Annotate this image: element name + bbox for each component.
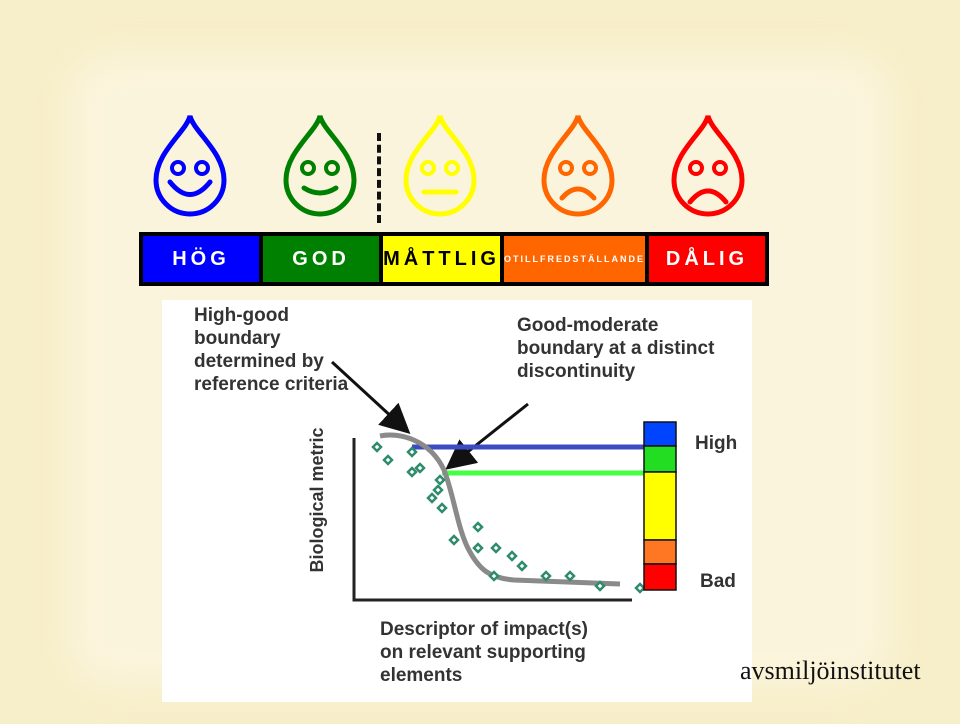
good-moderate-divider <box>377 133 381 223</box>
data-point <box>426 492 438 504</box>
scale-high: HÖG <box>143 236 260 282</box>
x-axis-label: Descriptor of impact(s) on relevant supp… <box>380 619 588 686</box>
data-point <box>434 474 446 486</box>
red-sad-drop-icon <box>671 115 745 217</box>
good-moderate-boundary-label: Good-moderate boundary at a distinct dis… <box>517 315 715 382</box>
data-point <box>436 502 448 514</box>
data-point <box>406 446 418 458</box>
data-point <box>516 560 528 572</box>
boundary-diagram: High-good boundary determined by referen… <box>162 300 752 702</box>
blue-happy-drop-icon <box>153 115 227 217</box>
high-good-boundary-label: High-good boundary determined by referen… <box>194 305 349 395</box>
good-moderate-arrow <box>445 402 529 470</box>
class-band <box>643 563 677 591</box>
y-axis-label: Biological metric <box>307 427 327 573</box>
data-point <box>472 542 484 554</box>
data-point <box>634 582 646 594</box>
class-band <box>643 539 677 565</box>
data-point <box>488 570 500 582</box>
data-point <box>432 484 444 496</box>
status-faces <box>150 112 790 230</box>
data-point <box>448 534 460 546</box>
high-label: High <box>695 433 738 454</box>
class-color-bar <box>643 421 677 591</box>
data-point <box>540 570 552 582</box>
scale-bad: DÅLIG <box>648 236 766 282</box>
high-good-arrow <box>330 360 411 435</box>
orange-sad-drop-icon <box>541 115 615 217</box>
scale-good: GOD <box>263 236 380 282</box>
data-point <box>472 521 484 533</box>
data-point <box>490 542 502 554</box>
data-point <box>406 466 418 478</box>
class-band <box>643 445 677 473</box>
agency-logo-text: avsmiljöinstitutet <box>740 656 921 685</box>
data-point <box>414 462 426 474</box>
data-point <box>594 580 606 592</box>
yellow-neutral-drop-icon <box>403 115 477 217</box>
data-point <box>564 570 576 582</box>
data-point <box>382 454 394 466</box>
data-points <box>371 441 646 594</box>
class-band <box>643 471 677 541</box>
class-band <box>643 421 677 447</box>
bad-label: Bad <box>700 571 736 592</box>
status-scale-bar: HÖG GOD MÅTTLIG OTILLFREDSTÄLLANDE DÅLIG <box>139 232 769 286</box>
data-point <box>506 550 518 562</box>
diagram-graphics <box>330 360 677 602</box>
scale-poor: OTILLFREDSTÄLLANDE <box>503 236 645 282</box>
response-curve <box>379 432 621 587</box>
y-axis-line <box>352 438 632 602</box>
data-point <box>371 441 383 453</box>
green-smile-drop-icon <box>283 115 357 217</box>
scale-moderate: MÅTTLIG <box>383 236 500 282</box>
